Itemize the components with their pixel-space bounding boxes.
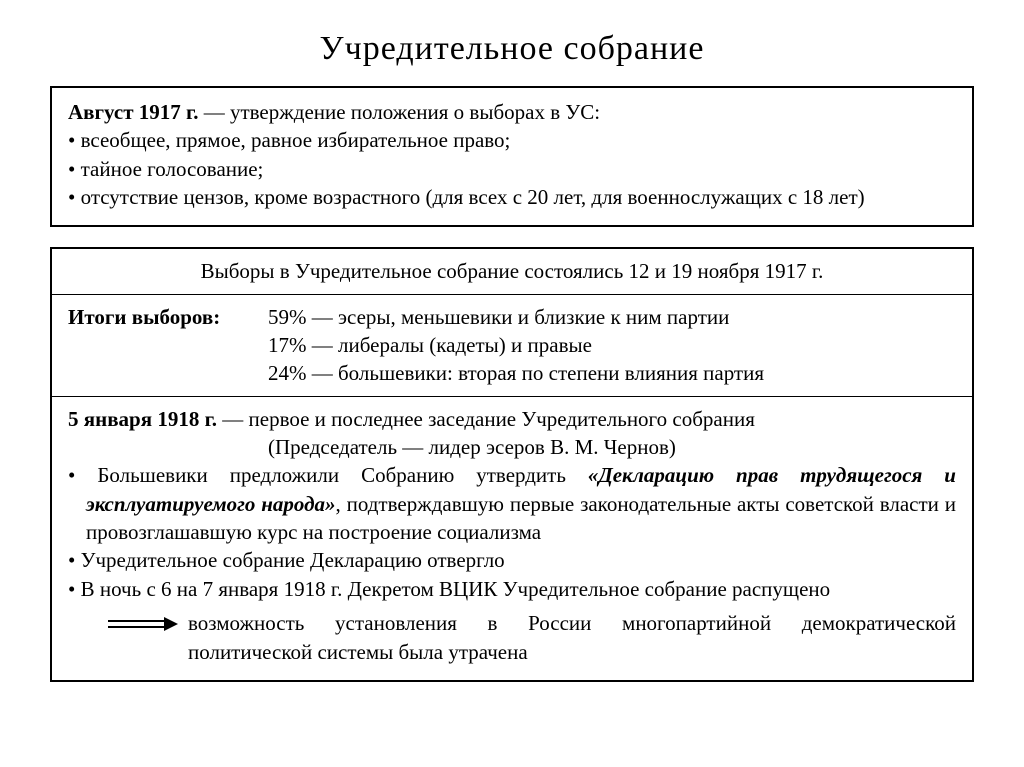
- bullet3-text: В ночь с 6 на 7 января 1918 г. Декретом …: [81, 577, 831, 601]
- box1-item: всеобщее, прямое, равное избирательное п…: [68, 126, 956, 154]
- results-line: 59% — эсеры, меньшевики и близкие к ним …: [268, 303, 956, 331]
- page-title: Учредительное собрание: [50, 30, 974, 68]
- results-line: 17% — либералы (кадеты) и правые: [268, 331, 956, 359]
- results-line: 24% — большевики: вторая по степени влия…: [268, 359, 956, 387]
- session-bullet-3: • В ночь с 6 на 7 января 1918 г. Декрето…: [68, 575, 956, 603]
- box1-date: Август 1917 г.: [68, 100, 198, 124]
- box-election-rules: Август 1917 г. — утверждение положения о…: [50, 86, 974, 227]
- consequence-row: возможность установления в России многоп…: [68, 609, 956, 666]
- box1-item: отсутствие цензов, кроме возрастного (дл…: [68, 183, 956, 211]
- box1-list: всеобщее, прямое, равное избирательное п…: [68, 126, 956, 211]
- section-election-dates: Выборы в Учредительное собрание состояли…: [52, 249, 972, 294]
- box1-header-text: — утверждение положения о выборах в УС:: [198, 100, 600, 124]
- box1-header: Август 1917 г. — утверждение положения о…: [68, 98, 956, 126]
- box-assembly: Выборы в Учредительное собрание состояли…: [50, 247, 974, 681]
- consequence-text: возможность установления в России многоп…: [178, 609, 956, 666]
- bullet1-pre: Большевики предложили Собранию утвердить: [97, 463, 588, 487]
- bullet2-text: Учредительное собрание Декларацию отверг…: [81, 548, 505, 572]
- session-chair: (Председатель — лидер эсеров В. М. Черно…: [68, 433, 956, 461]
- session-date: 5 января 1918 г.: [68, 407, 217, 431]
- results-label: Итоги выборов:: [68, 303, 268, 388]
- session-bullet-2: • Учредительное собрание Декларацию отве…: [68, 546, 956, 574]
- box1-item: тайное голосование;: [68, 155, 956, 183]
- session-desc: — первое и последнее заседание Учредител…: [217, 407, 755, 431]
- section-results: Итоги выборов: 59% — эсеры, меньшевики и…: [52, 295, 972, 397]
- arrow-icon: [108, 615, 178, 633]
- session-bullet-1: • Большевики предложили Собранию утверди…: [68, 461, 956, 546]
- section-session: 5 января 1918 г. — первое и последнее за…: [52, 397, 972, 680]
